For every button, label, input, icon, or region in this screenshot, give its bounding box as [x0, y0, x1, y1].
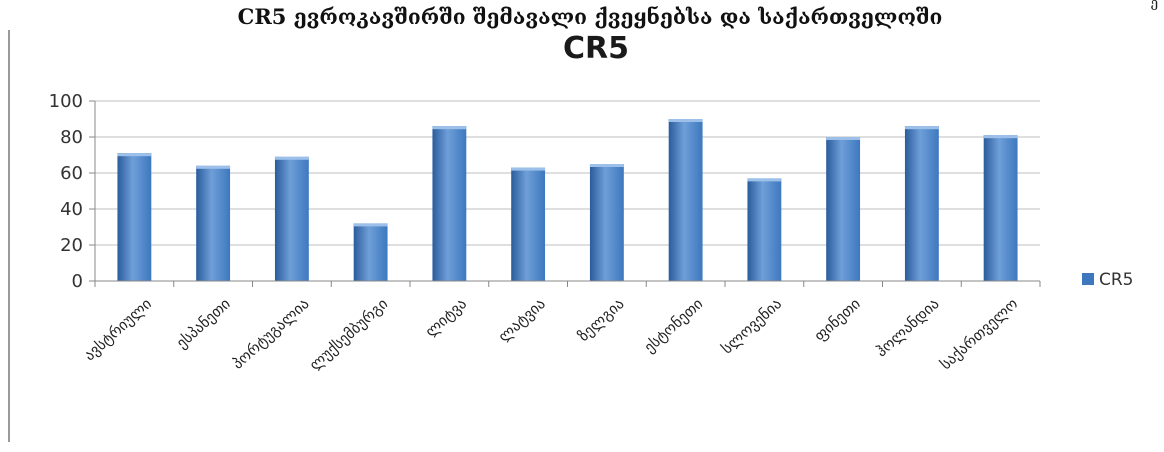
bars	[117, 119, 1018, 281]
bar	[589, 164, 624, 281]
x-category-label: ზელგია	[574, 295, 627, 345]
x-category-label: ავსტრიული	[80, 294, 155, 364]
bar-top-highlight	[983, 135, 1018, 139]
x-category-label: ჰოლანდია	[872, 295, 942, 361]
page-left-rule	[8, 30, 10, 442]
y-tick-label: 80	[60, 127, 83, 148]
x-category-label: ლატვია	[495, 295, 549, 346]
y-tick-label: 60	[60, 163, 83, 184]
bar-top-highlight	[432, 126, 467, 130]
x-category-label: ლიტვა	[422, 295, 470, 341]
x-category-label: ესტონეთი	[641, 294, 707, 356]
legend-label: CR5	[1099, 270, 1134, 290]
bar-top-highlight	[196, 165, 231, 169]
bar-top-highlight	[904, 126, 939, 130]
bar-top-highlight	[589, 164, 624, 167]
y-tick-label: 100	[49, 91, 83, 112]
page-corner-mark: ე	[1150, 0, 1158, 11]
bar-top-highlight	[826, 137, 861, 140]
bar	[196, 165, 231, 281]
bar	[904, 126, 939, 281]
bar-top-highlight	[511, 167, 546, 171]
bar	[511, 167, 546, 281]
y-tick-label: 20	[60, 235, 83, 256]
y-tick-label: 40	[60, 199, 83, 220]
bar	[826, 137, 861, 281]
x-category-label: ესპანეთი	[173, 294, 234, 352]
bar	[747, 178, 782, 281]
x-category-label: სლოვენია	[718, 295, 785, 358]
bar	[983, 135, 1018, 281]
x-category-label: ფინეთი	[811, 294, 864, 345]
legend: CR5	[1082, 270, 1134, 290]
legend-swatch	[1082, 273, 1094, 285]
y-tick-label: 0	[72, 271, 83, 292]
y-axis-ticks: 0 20 40 60 80 100	[49, 91, 95, 292]
bar-top-highlight	[747, 178, 782, 182]
bar-top-highlight	[668, 119, 703, 122]
bar	[353, 223, 388, 281]
bar-top-highlight	[274, 156, 309, 160]
axes	[94, 101, 1041, 287]
bar	[668, 119, 703, 281]
bar-top-highlight	[117, 153, 152, 157]
x-category-label: საქართველო	[937, 294, 1022, 373]
bar-top-highlight	[353, 223, 388, 227]
x-category-label: ლუქსემბურგი	[306, 294, 392, 374]
bar	[432, 126, 467, 281]
document-heading: CR5 ევროკავშირში შემავალი ქვეყნებსა და ს…	[237, 4, 943, 29]
x-category-label: პორტუგალია	[229, 295, 313, 373]
gridlines	[95, 100, 1040, 246]
bar	[274, 156, 309, 281]
bar	[117, 153, 152, 281]
chart-title: CR5	[563, 31, 629, 66]
